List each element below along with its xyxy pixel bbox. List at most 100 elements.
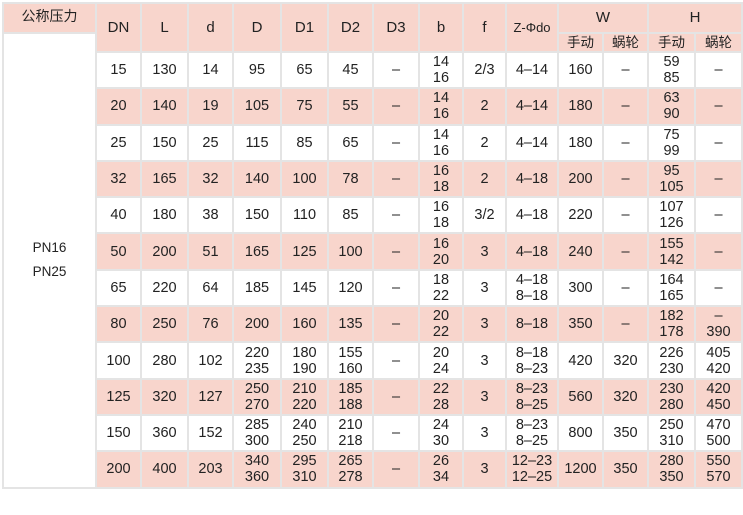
cell-f: 2	[462, 87, 507, 126]
cell-d: 340 360	[232, 450, 282, 489]
cell-h-worm: –	[694, 123, 743, 162]
cell-b: 16 18	[418, 196, 464, 235]
cell-d3: –	[372, 341, 420, 380]
cell-d1: 110	[280, 196, 329, 235]
cell-h-manual: 226 230	[647, 341, 697, 380]
cell-w-manual: 300	[557, 268, 604, 308]
cell-w-worm: –	[601, 123, 650, 162]
cell-h-manual: 59 85	[647, 50, 697, 90]
cell-h-worm: 405 420	[694, 341, 743, 380]
col-header-b: b	[418, 2, 464, 53]
pressure-value: PN16 PN25	[2, 32, 97, 489]
cell-w-worm: 350	[601, 450, 650, 489]
cell-d2: 210 218	[327, 413, 374, 453]
cell-b: 20 22	[418, 305, 464, 344]
cell-d: 105	[232, 87, 282, 126]
cell-b: 22 28	[418, 377, 464, 416]
cell-d: 165	[232, 232, 282, 271]
cell-d-small: 25	[187, 123, 234, 162]
cell-d: 250 270	[232, 377, 282, 416]
cell-dn: 40	[95, 196, 142, 235]
cell-d1: 180 190	[280, 341, 329, 380]
cell-d: 150	[232, 196, 282, 235]
cell-w-manual: 180	[557, 123, 604, 162]
col-header-w: W	[556, 2, 650, 34]
cell-d-small: 51	[187, 232, 234, 271]
cell-d1: 295 310	[280, 450, 329, 489]
cell-z-phi-do: 8–18	[505, 305, 559, 344]
cell-dn: 20	[95, 87, 142, 126]
cell-w-worm: –	[601, 196, 650, 235]
cell-z-phi-do: 4–14	[505, 50, 559, 90]
cell-d: 115	[232, 123, 282, 162]
cell-h-manual: 155 142	[647, 232, 697, 271]
cell-dn: 65	[95, 268, 142, 308]
cell-d3: –	[372, 450, 420, 489]
cell-w-manual: 420	[557, 341, 604, 380]
cell-l: 130	[140, 50, 189, 90]
cell-h-worm: –	[694, 232, 743, 271]
cell-h-manual: 230 280	[647, 377, 697, 416]
cell-dn: 50	[95, 232, 142, 271]
cell-dn: 32	[95, 159, 142, 199]
cell-dn: 150	[95, 413, 142, 453]
table-row: 40 180 38 150 110 85–16 18 3/2 4–18 220–107 126–	[3, 196, 743, 235]
cell-h-worm: –	[694, 268, 743, 308]
cell-d-small: 14	[187, 50, 234, 90]
cell-b: 26 34	[418, 450, 464, 489]
cell-l: 280	[140, 341, 189, 380]
cell-d3: –	[372, 232, 420, 271]
cell-z-phi-do: 12–23 12–25	[505, 450, 559, 489]
cell-d2: 55	[327, 87, 374, 126]
col-header-d1: D1	[280, 2, 329, 53]
cell-z-phi-do: 4–18	[505, 196, 559, 235]
cell-l: 140	[140, 87, 189, 126]
cell-h-worm: –	[694, 87, 743, 126]
cell-d2: 120	[327, 268, 374, 308]
cell-d3: –	[372, 268, 420, 308]
cell-d2: 155 160	[327, 341, 374, 380]
pressure-header: 公称压力	[2, 2, 97, 34]
pn-valve-dimension-table: 公称压力 DN L d D D1 D2 D3 b f Z-Φdo W H PN1…	[2, 2, 743, 489]
cell-w-worm: –	[601, 159, 650, 199]
cell-f: 3/2	[462, 196, 507, 235]
cell-d1: 65	[280, 50, 329, 90]
cell-d: 200	[232, 305, 282, 344]
cell-d2: 100	[327, 232, 374, 271]
cell-d1: 75	[280, 87, 329, 126]
col-header-l: L	[140, 2, 189, 53]
cell-d1: 240 250	[280, 413, 329, 453]
cell-h-manual: 107 126	[647, 196, 697, 235]
cell-d1: 100	[280, 159, 329, 199]
cell-b: 16 20	[418, 232, 464, 271]
col-header-dn: DN	[95, 2, 142, 53]
cell-dn: 80	[95, 305, 142, 344]
cell-z-phi-do: 8–18 8–23	[505, 341, 559, 380]
cell-z-phi-do: 8–23 8–25	[505, 413, 559, 453]
cell-z-phi-do: 4–18	[505, 232, 559, 271]
cell-w-worm: –	[601, 87, 650, 126]
cell-d1: 85	[280, 123, 329, 162]
cell-h-worm: –	[694, 196, 743, 235]
cell-d3: –	[372, 377, 420, 416]
col-header-z-phi-do: Z-Φdo	[505, 2, 559, 53]
cell-f: 3	[462, 377, 507, 416]
cell-f: 2	[462, 159, 507, 199]
cell-h-manual: 164 165	[647, 268, 697, 308]
cell-d2: 265 278	[327, 450, 374, 489]
cell-d2: 78	[327, 159, 374, 199]
cell-h-worm: 420 450	[694, 377, 743, 416]
cell-d3: –	[372, 196, 420, 235]
cell-l: 360	[140, 413, 189, 453]
cell-h-manual: 95 105	[647, 159, 697, 199]
cell-w-worm: –	[601, 50, 650, 90]
cell-w-manual: 350	[557, 305, 604, 344]
cell-f: 3	[462, 450, 507, 489]
cell-z-phi-do: 8–23 8–25	[505, 377, 559, 416]
cell-h-worm: –	[694, 159, 743, 199]
cell-h-manual: 75 99	[647, 123, 697, 162]
cell-d2: 45	[327, 50, 374, 90]
cell-w-manual: 240	[557, 232, 604, 271]
table-row: 100 280 102 220 235 180 190 155 160–20 24 3 8–1…	[3, 341, 743, 380]
cell-l: 220	[140, 268, 189, 308]
